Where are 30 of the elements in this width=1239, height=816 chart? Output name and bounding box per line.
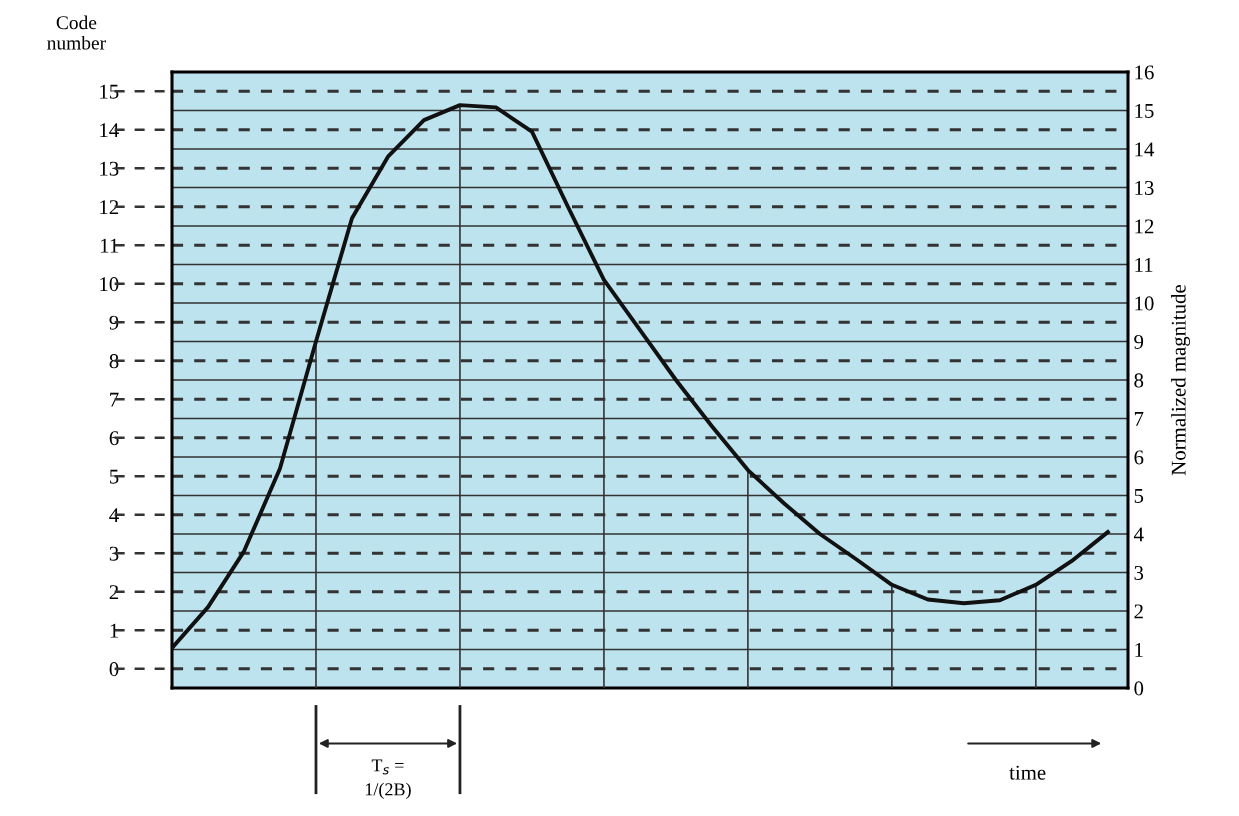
- y2-axis-title: Normalized magnitude: [1171, 284, 1191, 476]
- text: T$_{s}$ = 1/(2B): [365, 759, 411, 800]
- y2-tick-label: 15: [1135, 103, 1154, 118]
- y2-tick-label: 4: [1133, 527, 1144, 542]
- y-tick-label: 15: [100, 84, 119, 99]
- y2-tick-label: 3: [1134, 565, 1144, 580]
- y2-tick-label: 12: [1135, 219, 1154, 234]
- y-tick-label: 12: [100, 200, 119, 214]
- y2-tick-label: 9: [1134, 334, 1144, 349]
- y2-tick-label: 10: [1135, 296, 1154, 311]
- y2-tick-label: 5: [1134, 489, 1144, 503]
- y2-tick-label: 13: [1135, 180, 1154, 195]
- y-tick-label: 0: [109, 662, 119, 677]
- y-tick-label: 10: [100, 277, 119, 292]
- y2-tick-label: 14: [1135, 142, 1155, 157]
- y2-tick-label: 6: [1134, 450, 1144, 465]
- text: time: [1009, 765, 1046, 780]
- y2-tick-label: 2: [1134, 604, 1143, 619]
- y2-tick-label: 16: [1135, 65, 1154, 80]
- y-tick-label: 13: [100, 161, 119, 176]
- y-tick-label: 14: [100, 123, 119, 137]
- y2-tick-label: 8: [1134, 373, 1144, 388]
- y-tick-label: 1: [110, 623, 118, 638]
- line-series: [172, 103, 1110, 650]
- y-tick-label: 11: [101, 238, 118, 253]
- y2-tick-label: 1: [1135, 642, 1143, 657]
- y-axis-title: Code number: [47, 15, 106, 50]
- y2-tick-label: 0: [1134, 681, 1144, 696]
- y2-tick-label: 11: [1135, 257, 1153, 272]
- y2-tick-label: 7: [1134, 412, 1144, 426]
